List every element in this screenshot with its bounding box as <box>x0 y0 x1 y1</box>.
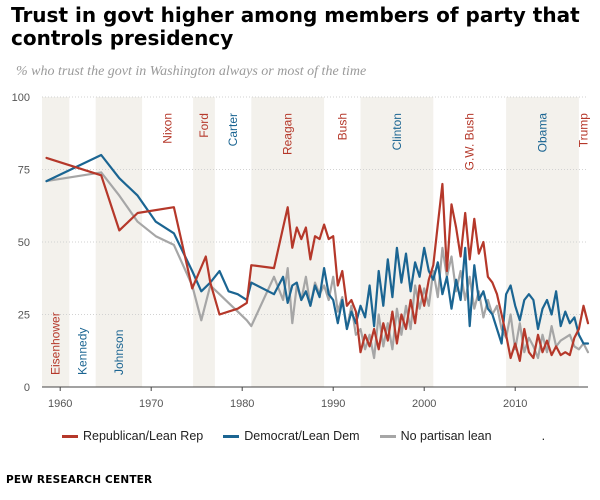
x-tick-label-2000: 2000 <box>412 398 436 410</box>
president-label-bush: Bush <box>335 113 349 140</box>
term-band-johnson <box>95 97 143 387</box>
line-chart: Eisenhower Kennedy Johnson Nixon Ford Carter R… <box>12 92 591 410</box>
term-band-reagan <box>251 97 325 387</box>
president-label-clinton: Clinton <box>390 113 404 150</box>
president-labels: Eisenhower Kennedy Johnson Nixon Ford Carter R… <box>49 113 591 375</box>
legend-dot: . <box>541 429 546 443</box>
president-label-obama: Obama <box>536 113 550 153</box>
chart-title: Trust in govt higher among members of pa… <box>11 3 580 50</box>
legend-label-democrat: Democrat/Lean Dem <box>244 429 360 443</box>
y-tick-label-50: 50 <box>18 237 30 249</box>
legend-item-no-partisan: No partisan lean <box>379 429 492 443</box>
president-label-reagan: Reagan <box>281 113 295 155</box>
x-tick-label-1970: 1970 <box>139 398 163 410</box>
x-tick-label-1980: 1980 <box>230 398 254 410</box>
x-tick-label-2010: 2010 <box>503 398 527 410</box>
legend-item-republican: Republican/Lean Rep <box>62 429 203 443</box>
legend-swatch-republican <box>62 434 78 438</box>
president-label-kennedy: Kennedy <box>75 328 89 375</box>
series-lines <box>45 153 590 362</box>
series-line-democrat-lean-dem <box>45 153 590 345</box>
term-band-eisenhower <box>42 97 70 387</box>
grid-lines <box>42 96 588 391</box>
legend-swatch-no-partisan <box>379 434 396 438</box>
president-label-eisenhower: Eisenhower <box>49 312 63 375</box>
legend: Republican/Lean Rep Democrat/Lean Dem No… <box>62 426 545 446</box>
legend-item-democrat: Democrat/Lean Dem <box>223 429 360 443</box>
y-tick-label-0: 0 <box>24 382 30 394</box>
president-label-ford: Ford <box>197 113 211 138</box>
x-tick-label-1990: 1990 <box>321 398 345 410</box>
president-label-carter: Carter <box>226 113 240 146</box>
chart-subtitle: % who trust the govt in Washington alway… <box>16 64 367 79</box>
y-tick-label-75: 75 <box>18 165 30 177</box>
legend-swatch-democrat <box>223 434 240 438</box>
legend-label-no-partisan: No partisan lean <box>400 429 492 443</box>
legend-label-republican: Republican/Lean Rep <box>83 429 204 443</box>
term-band-ford <box>193 97 215 387</box>
president-label-g-w-bush: G.W. Bush <box>463 113 477 170</box>
source-footer: PEW RESEARCH CENTER <box>6 474 153 486</box>
y-tick-label-25: 25 <box>18 310 30 322</box>
president-label-nixon: Nixon <box>161 113 175 144</box>
x-tick-label-1960: 1960 <box>48 398 72 410</box>
series-line-republican-lean-rep <box>45 156 590 362</box>
series-line-no-partisan-lean <box>45 171 590 360</box>
axis-tick-labels: 0 25 50 75 100 1960 1970 1980 1990 2000 2010 <box>12 92 528 410</box>
president-label-johnson: Johnson <box>112 330 126 375</box>
president-label-trump: Trump <box>576 113 590 148</box>
y-tick-label-100: 100 <box>12 92 30 104</box>
